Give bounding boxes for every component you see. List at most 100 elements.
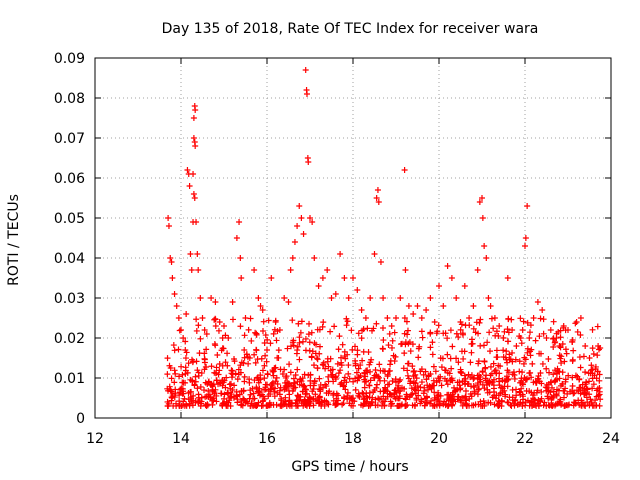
roti-point-background xyxy=(262,352,269,359)
roti-point-background xyxy=(468,336,475,343)
roti-point-background xyxy=(496,382,503,389)
roti-point xyxy=(171,291,178,297)
roti-point xyxy=(547,327,554,333)
roti-point-background xyxy=(484,339,491,346)
roti-point-background xyxy=(294,396,301,403)
roti-point xyxy=(246,355,253,361)
y-tick-label: 0.01 xyxy=(54,371,85,387)
roti-point-background xyxy=(590,381,597,388)
roti-point-background xyxy=(350,395,357,402)
roti-point xyxy=(556,343,563,349)
roti-point-background xyxy=(419,334,426,341)
roti-point-background xyxy=(307,382,314,389)
roti-point-background xyxy=(311,380,318,387)
x-tick-label: 24 xyxy=(602,431,620,447)
roti-point xyxy=(173,303,180,309)
roti-point-background xyxy=(422,368,429,375)
roti-point-background xyxy=(296,356,303,363)
roti-point-background xyxy=(493,328,500,335)
roti-point xyxy=(190,171,197,177)
roti-point-background xyxy=(387,361,394,368)
roti-point-background xyxy=(360,348,367,355)
roti-point-background xyxy=(355,330,362,337)
roti-point-background xyxy=(415,354,422,361)
roti-point-background xyxy=(455,359,462,366)
roti-point-background xyxy=(216,361,223,368)
roti-point-background xyxy=(418,379,425,386)
roti-point xyxy=(251,267,258,273)
roti-point-background xyxy=(538,380,545,387)
roti-point-background xyxy=(348,327,355,334)
roti-point-background xyxy=(486,389,493,396)
roti-point xyxy=(500,335,507,341)
roti-point-background xyxy=(178,385,185,392)
x-tick-label: 14 xyxy=(172,431,190,447)
roti-point-background xyxy=(286,397,293,404)
roti-point-background xyxy=(589,326,596,333)
roti-point-background xyxy=(492,367,499,374)
roti-point-background xyxy=(325,363,332,370)
roti-point-background xyxy=(537,350,544,357)
roti-point xyxy=(481,243,488,249)
roti-point-background xyxy=(401,315,408,322)
roti-point-background xyxy=(430,377,437,384)
roti-point xyxy=(410,311,417,317)
roti-point xyxy=(199,315,206,321)
roti-point-background xyxy=(477,316,484,323)
roti-point-background xyxy=(466,395,473,402)
roti-point-background xyxy=(475,360,482,367)
roti-point-background xyxy=(569,358,576,365)
roti-point xyxy=(291,239,298,245)
roti-point-background xyxy=(258,391,265,398)
roti-point-background xyxy=(167,364,174,371)
roti-point-background xyxy=(490,325,497,332)
roti-point-background xyxy=(218,390,225,397)
roti-point-background xyxy=(231,382,238,389)
roti-point-background xyxy=(586,378,593,385)
roti-point-background xyxy=(438,382,445,389)
roti-point-background xyxy=(327,328,334,335)
roti-point xyxy=(401,167,408,173)
roti-point-background xyxy=(194,385,201,392)
roti-point-background xyxy=(487,372,494,379)
roti-point xyxy=(169,275,176,281)
roti-point xyxy=(302,67,309,73)
roti-point-background xyxy=(340,400,347,407)
roti-point-background xyxy=(214,352,221,359)
roti-point-background xyxy=(201,355,208,362)
roti-point-background xyxy=(413,375,420,382)
roti-point-background xyxy=(548,394,555,401)
roti-point-background xyxy=(271,388,278,395)
roti-point-background xyxy=(480,397,487,404)
roti-point-background xyxy=(592,363,599,370)
roti-point-background xyxy=(227,393,234,400)
roti-point-background xyxy=(569,374,576,381)
roti-point-background xyxy=(345,370,352,377)
roti-point xyxy=(582,343,589,349)
x-axis-label: GPS time / hours xyxy=(291,459,408,475)
roti-point-background xyxy=(493,354,500,361)
roti-point xyxy=(311,255,318,261)
roti-point-background xyxy=(586,402,593,409)
roti-point-background xyxy=(171,347,178,354)
roti-point-background xyxy=(241,354,248,361)
roti-point xyxy=(483,255,490,261)
roti-point-background xyxy=(569,383,576,390)
roti-point xyxy=(397,295,404,301)
roti-point-background xyxy=(314,365,321,372)
roti-point-background xyxy=(572,320,579,327)
roti-point-background xyxy=(284,345,291,352)
roti-point-background xyxy=(197,335,204,342)
roti-point-background xyxy=(412,387,419,394)
roti-point-background xyxy=(164,355,171,362)
roti-point-background xyxy=(262,381,269,388)
roti-point-background xyxy=(329,371,336,378)
roti-point-background xyxy=(454,393,461,400)
roti-point xyxy=(255,295,262,301)
roti-point-background xyxy=(233,388,240,395)
roti-point-background xyxy=(384,381,391,388)
roti-point-background xyxy=(437,355,444,362)
roti-point-background xyxy=(205,379,212,386)
roti-point xyxy=(272,319,279,325)
roti-point-background xyxy=(529,392,536,399)
